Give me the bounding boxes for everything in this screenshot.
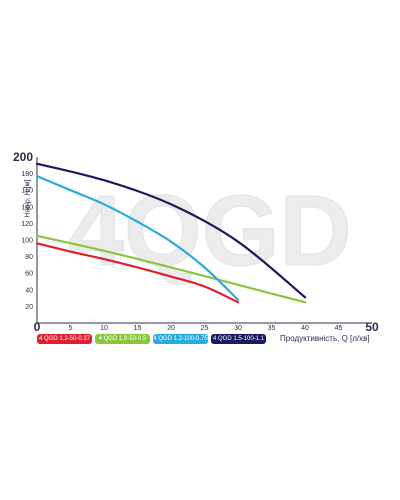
- x-tick-label: 30: [234, 325, 242, 332]
- x-tick-label: 15: [134, 325, 142, 332]
- y-tick-label: 140: [21, 204, 33, 211]
- x-axis-label: Продуктивність, Q [л/хв]: [280, 334, 370, 343]
- y-tick-label: 160: [21, 188, 33, 195]
- x-tick-label: 40: [301, 325, 309, 332]
- y-axis-label: Напір, H [м]: [24, 179, 32, 218]
- y-tick-label: 20: [25, 304, 33, 311]
- x-tick-label: 35: [268, 325, 276, 332]
- y-tick-label: 40: [25, 287, 33, 294]
- legend-item-4: 4 QGD 1.5-100-1.1: [211, 334, 266, 344]
- legend-item-2: 4 QGD 1.8-50-0.5: [95, 334, 150, 344]
- x-tick-label: 50: [365, 320, 379, 334]
- legend-item-3: 4 QGD 1.2-100-0.75: [153, 334, 208, 344]
- x-tick-label: 0: [34, 320, 41, 334]
- y-tick-label: 100: [21, 238, 33, 245]
- series-line-3: [35, 174, 240, 301]
- x-tick-label: 45: [335, 325, 343, 332]
- x-tick-label: 20: [167, 325, 175, 332]
- series-line-4: [35, 162, 307, 299]
- y-tick-label: 180: [21, 171, 33, 178]
- series-line-1: [35, 242, 240, 304]
- y-tick-label: 60: [25, 271, 33, 278]
- watermark: 4QGD: [68, 175, 351, 287]
- series-line-2: [35, 234, 307, 304]
- y-tick-label: 120: [21, 221, 33, 228]
- legend-item-1: 4 QGD 1.2-50-0.37: [37, 334, 92, 344]
- legend: 4 QGD 1.2-50-0.37 4 QGD 1.8-50-0.5 4 QGD 1…: [37, 334, 266, 344]
- x-tick-label: 5: [69, 325, 73, 332]
- y-tick-label: 80: [25, 254, 33, 261]
- y-tick-label: 200: [13, 150, 33, 164]
- x-tick-label: 10: [100, 325, 108, 332]
- x-tick-label: 25: [201, 325, 209, 332]
